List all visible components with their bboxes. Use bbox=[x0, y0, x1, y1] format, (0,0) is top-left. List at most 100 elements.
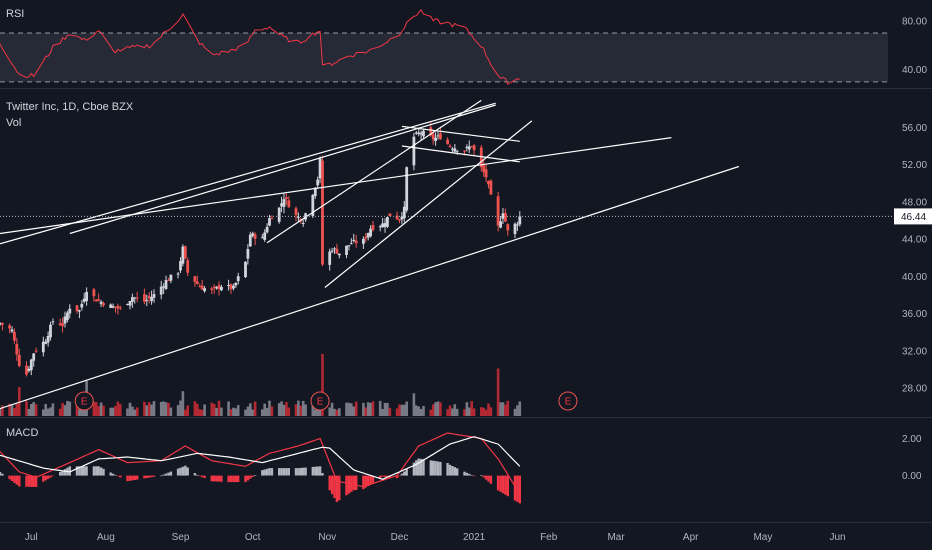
trendline[interactable] bbox=[0, 137, 672, 235]
volume-bar bbox=[465, 402, 469, 416]
macd-histogram-bar bbox=[109, 472, 112, 476]
trendline[interactable] bbox=[401, 145, 520, 163]
macd-histogram-bar bbox=[46, 475, 50, 479]
volume-bar bbox=[8, 403, 11, 416]
candle-body bbox=[388, 213, 392, 216]
macd-histogram-bar bbox=[403, 471, 406, 476]
volume-bar bbox=[429, 409, 433, 416]
candle-body bbox=[183, 246, 187, 259]
macd-histogram-bar bbox=[299, 467, 302, 476]
trendline[interactable] bbox=[0, 102, 496, 245]
candle-body bbox=[381, 223, 384, 228]
trendline[interactable] bbox=[266, 99, 482, 244]
volume-bar bbox=[513, 408, 517, 416]
macd-pane[interactable] bbox=[0, 432, 932, 523]
volume-bar bbox=[277, 403, 281, 416]
volume-bar bbox=[162, 401, 165, 416]
earnings-marker[interactable] bbox=[74, 391, 94, 411]
macd-histogram-bar bbox=[99, 467, 103, 476]
macd-histogram-bar bbox=[328, 475, 331, 491]
candle-body bbox=[236, 276, 240, 282]
macd-histogram-bar bbox=[10, 475, 14, 481]
candle-body bbox=[94, 299, 98, 302]
volume-bar bbox=[301, 400, 305, 416]
volume-bar bbox=[350, 403, 353, 416]
macd-histogram-bar bbox=[15, 475, 18, 485]
earnings-marker[interactable] bbox=[558, 391, 578, 411]
volume-bar bbox=[44, 404, 47, 416]
volume-bar bbox=[152, 401, 156, 416]
candle-body bbox=[422, 130, 425, 137]
macd-histogram-bar bbox=[419, 458, 423, 476]
candle-body bbox=[451, 148, 454, 150]
macd-histogram-bar bbox=[150, 475, 153, 478]
candle-body bbox=[82, 298, 86, 302]
macd-histogram-bar bbox=[480, 475, 483, 476]
macd-histogram-bar bbox=[34, 475, 38, 487]
macd-histogram-bar bbox=[13, 475, 16, 483]
volume-bar bbox=[501, 402, 505, 416]
macd-histogram-bar bbox=[415, 460, 418, 476]
macd-histogram-bar bbox=[261, 470, 264, 476]
volume-bar bbox=[265, 407, 269, 416]
volume-bar bbox=[210, 402, 214, 416]
price-tick-label: 56.00 bbox=[902, 123, 927, 134]
volume-bar bbox=[126, 408, 129, 416]
candle-body bbox=[455, 150, 459, 152]
macd-histogram-bar bbox=[417, 458, 420, 476]
rsi-pane[interactable] bbox=[0, 9, 932, 89]
volume-bar bbox=[311, 401, 315, 416]
candle-body bbox=[465, 146, 469, 149]
candle-body bbox=[212, 286, 216, 288]
price-tick-label: 32.00 bbox=[902, 346, 927, 357]
macd-histogram-bar bbox=[143, 475, 146, 479]
candle-body bbox=[75, 305, 79, 312]
macd-histogram-bar bbox=[8, 475, 11, 480]
candle-body bbox=[270, 218, 274, 220]
macd-histogram-bar bbox=[439, 461, 442, 476]
volume-bar bbox=[27, 409, 31, 416]
candle-body bbox=[470, 146, 474, 148]
volume-bar bbox=[253, 401, 257, 416]
macd-histogram-bar bbox=[294, 468, 298, 476]
volume-bar bbox=[164, 402, 168, 416]
candle-body bbox=[362, 238, 365, 244]
last-price-value: 46.44 bbox=[901, 212, 926, 223]
macd-histogram-bar bbox=[237, 475, 240, 483]
volume-bar bbox=[196, 403, 199, 416]
candle-body bbox=[419, 132, 423, 135]
trendline[interactable] bbox=[401, 125, 520, 142]
macd-histogram-bar bbox=[506, 475, 509, 497]
candle-body bbox=[354, 240, 358, 244]
macd-histogram-bar bbox=[338, 475, 341, 501]
candle-body bbox=[145, 299, 149, 301]
earnings-marker[interactable] bbox=[310, 391, 330, 411]
macd-histogram-bar bbox=[193, 473, 197, 476]
trendlines[interactable] bbox=[0, 99, 739, 410]
time-tick-label: 2021 bbox=[463, 532, 486, 543]
candle-body bbox=[51, 321, 55, 323]
macd-histogram-bar bbox=[253, 475, 257, 476]
time-axis[interactable]: Jul Aug Sep Oct Nov Dec 2021 Feb Mar Apr May Jun bbox=[25, 532, 846, 543]
candle-body bbox=[85, 292, 88, 302]
volume-bar bbox=[135, 407, 139, 416]
trendline[interactable] bbox=[0, 165, 739, 410]
volume-bar bbox=[518, 401, 522, 416]
candle-body bbox=[487, 181, 490, 185]
macd-histogram-bar bbox=[232, 475, 235, 483]
volume-bar bbox=[333, 408, 336, 416]
trendline[interactable] bbox=[324, 120, 533, 288]
candles bbox=[0, 122, 522, 377]
price-tick-label: 52.00 bbox=[902, 160, 927, 171]
trendline[interactable] bbox=[69, 104, 496, 235]
volume-bar bbox=[78, 409, 81, 416]
volume-bar bbox=[167, 402, 170, 416]
candle-body bbox=[229, 284, 233, 290]
macd-histogram-bar bbox=[265, 468, 269, 476]
price-axis[interactable]: 40.00 80.00 28.00 32.00 36.00 40.00 44.00 48.00… bbox=[894, 16, 932, 482]
macd-histogram-bar bbox=[198, 475, 201, 477]
volume-bar bbox=[184, 409, 187, 416]
macd-histogram-bar bbox=[111, 473, 115, 476]
